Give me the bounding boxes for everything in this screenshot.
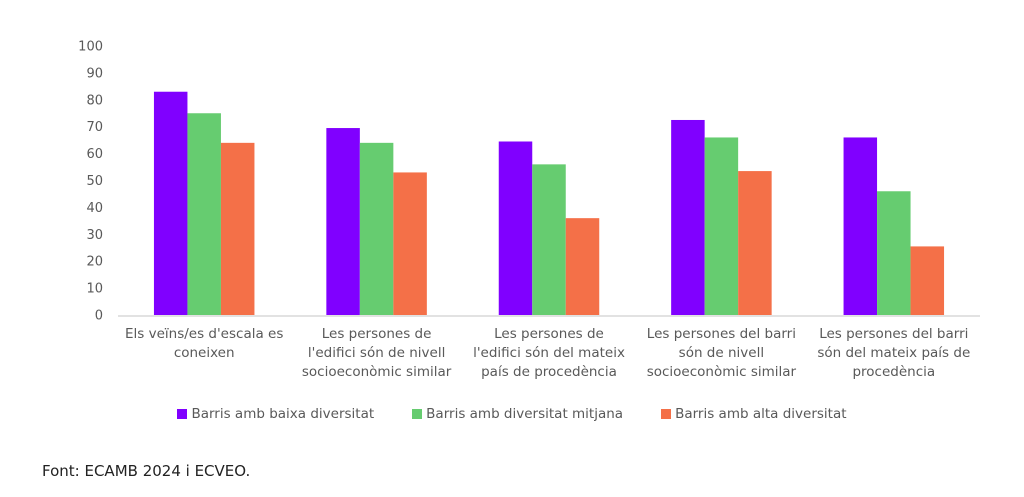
y-tick-label: 10 <box>86 282 103 297</box>
bar <box>187 113 221 315</box>
source-note: Font: ECAMB 2024 i ECVEO. <box>42 462 251 480</box>
legend-swatch <box>661 409 672 419</box>
legend-label: Barris amb diversitat mitjana <box>426 406 624 422</box>
bar <box>877 191 911 315</box>
bar <box>220 142 255 315</box>
bar <box>671 119 705 315</box>
y-tick-label: 70 <box>86 120 103 135</box>
x-tick-label-line: coneixen <box>173 345 235 361</box>
bar <box>843 137 878 315</box>
x-tick-label: Les persones de l'edifici són de nivell so… <box>291 325 463 382</box>
bar <box>359 142 394 315</box>
legend-label: Barris amb baixa diversitat <box>191 406 375 422</box>
bar <box>326 128 360 315</box>
x-tick-label: Les persones del barri són del mateix paí… <box>808 325 980 382</box>
x-tick-label-line: país de procedència <box>481 364 617 380</box>
x-tick-label-line: l'edifici són de nivell <box>307 345 446 361</box>
bar <box>393 172 427 315</box>
x-tick-label-line: Les persones del barri <box>646 326 796 342</box>
y-tick-label: 40 <box>86 201 103 216</box>
x-tick-label-line: socioeconòmic similar <box>301 364 452 380</box>
x-tick-label-line: Les persones de <box>494 326 604 342</box>
y-axis-ticks: 0 10 20 30 40 50 60 70 80 90 100 <box>78 40 103 324</box>
bar <box>153 91 188 315</box>
bar <box>532 164 566 315</box>
x-tick-label-line: Les persones de <box>321 326 432 342</box>
x-tick-label-line: són del mateix país de <box>817 345 971 361</box>
y-tick-label: 60 <box>86 147 103 162</box>
legend-swatch <box>412 409 423 419</box>
legend-swatch <box>177 409 188 419</box>
y-tick-label: 50 <box>86 174 103 189</box>
y-tick-label: 100 <box>78 40 103 55</box>
y-tick-label: 0 <box>95 309 103 324</box>
x-tick-label: Els veïns/es d'escala es coneixen <box>118 325 290 363</box>
bars <box>153 91 945 315</box>
legend-item: Barris amb alta diversitat <box>661 406 847 422</box>
x-tick-label-line: socioeconòmic similar <box>646 364 797 380</box>
legend-item: Barris amb diversitat mitjana <box>412 406 623 422</box>
legend-item: Barris amb baixa diversitat <box>177 406 374 422</box>
x-tick-label-line: l'edifici són del mateix <box>473 345 625 361</box>
legend: Barris amb baixa diversitat Barris amb di… <box>0 406 1024 422</box>
x-tick-label-line: Les persones del barri <box>819 326 969 342</box>
x-tick-label-line: procedència <box>852 364 936 380</box>
bar <box>738 171 772 315</box>
bar <box>498 141 533 315</box>
bar <box>565 218 600 315</box>
y-tick-label: 30 <box>86 228 103 243</box>
legend-label: Barris amb alta diversitat <box>675 406 847 422</box>
bar <box>704 137 739 315</box>
bar-chart: 0 10 20 30 40 50 60 70 80 90 100 <box>78 40 980 324</box>
y-tick-label: 20 <box>86 255 103 270</box>
bar <box>910 246 945 315</box>
x-tick-label-line: Els veïns/es d'escala es <box>124 326 284 342</box>
y-tick-label: 90 <box>86 66 103 81</box>
x-tick-label: Les persones de l'edifici són del mateix p… <box>463 325 635 382</box>
x-tick-label: Les persones del barri són de nivell socio… <box>635 325 807 382</box>
x-tick-label-line: són de nivell <box>678 345 765 361</box>
y-tick-label: 80 <box>86 93 103 108</box>
